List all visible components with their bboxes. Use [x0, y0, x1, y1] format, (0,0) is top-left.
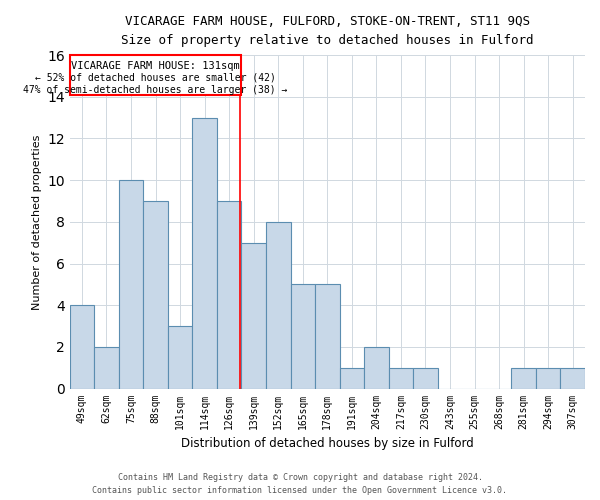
Bar: [143, 201, 168, 388]
Bar: [315, 284, 340, 389]
Bar: [241, 242, 266, 388]
Bar: [560, 368, 585, 388]
Bar: [511, 368, 536, 388]
Bar: [193, 118, 217, 388]
Text: VICARAGE FARM HOUSE: 131sqm: VICARAGE FARM HOUSE: 131sqm: [71, 61, 240, 71]
Text: ← 52% of detached houses are smaller (42): ← 52% of detached houses are smaller (42…: [35, 73, 276, 83]
X-axis label: Distribution of detached houses by size in Fulford: Distribution of detached houses by size …: [181, 437, 474, 450]
Text: 47% of semi-detached houses are larger (38) →: 47% of semi-detached houses are larger (…: [23, 86, 288, 96]
Bar: [389, 368, 413, 388]
Bar: [168, 326, 193, 388]
Bar: [266, 222, 290, 388]
Bar: [364, 347, 389, 389]
Text: Contains HM Land Registry data © Crown copyright and database right 2024.
Contai: Contains HM Land Registry data © Crown c…: [92, 474, 508, 495]
Title: VICARAGE FARM HOUSE, FULFORD, STOKE-ON-TRENT, ST11 9QS
Size of property relative: VICARAGE FARM HOUSE, FULFORD, STOKE-ON-T…: [121, 15, 533, 47]
Bar: [70, 305, 94, 388]
Bar: [119, 180, 143, 388]
Y-axis label: Number of detached properties: Number of detached properties: [32, 134, 41, 310]
Bar: [290, 284, 315, 389]
Bar: [413, 368, 438, 388]
FancyBboxPatch shape: [70, 55, 241, 94]
Bar: [536, 368, 560, 388]
Bar: [94, 347, 119, 389]
Bar: [217, 201, 241, 388]
Bar: [340, 368, 364, 388]
